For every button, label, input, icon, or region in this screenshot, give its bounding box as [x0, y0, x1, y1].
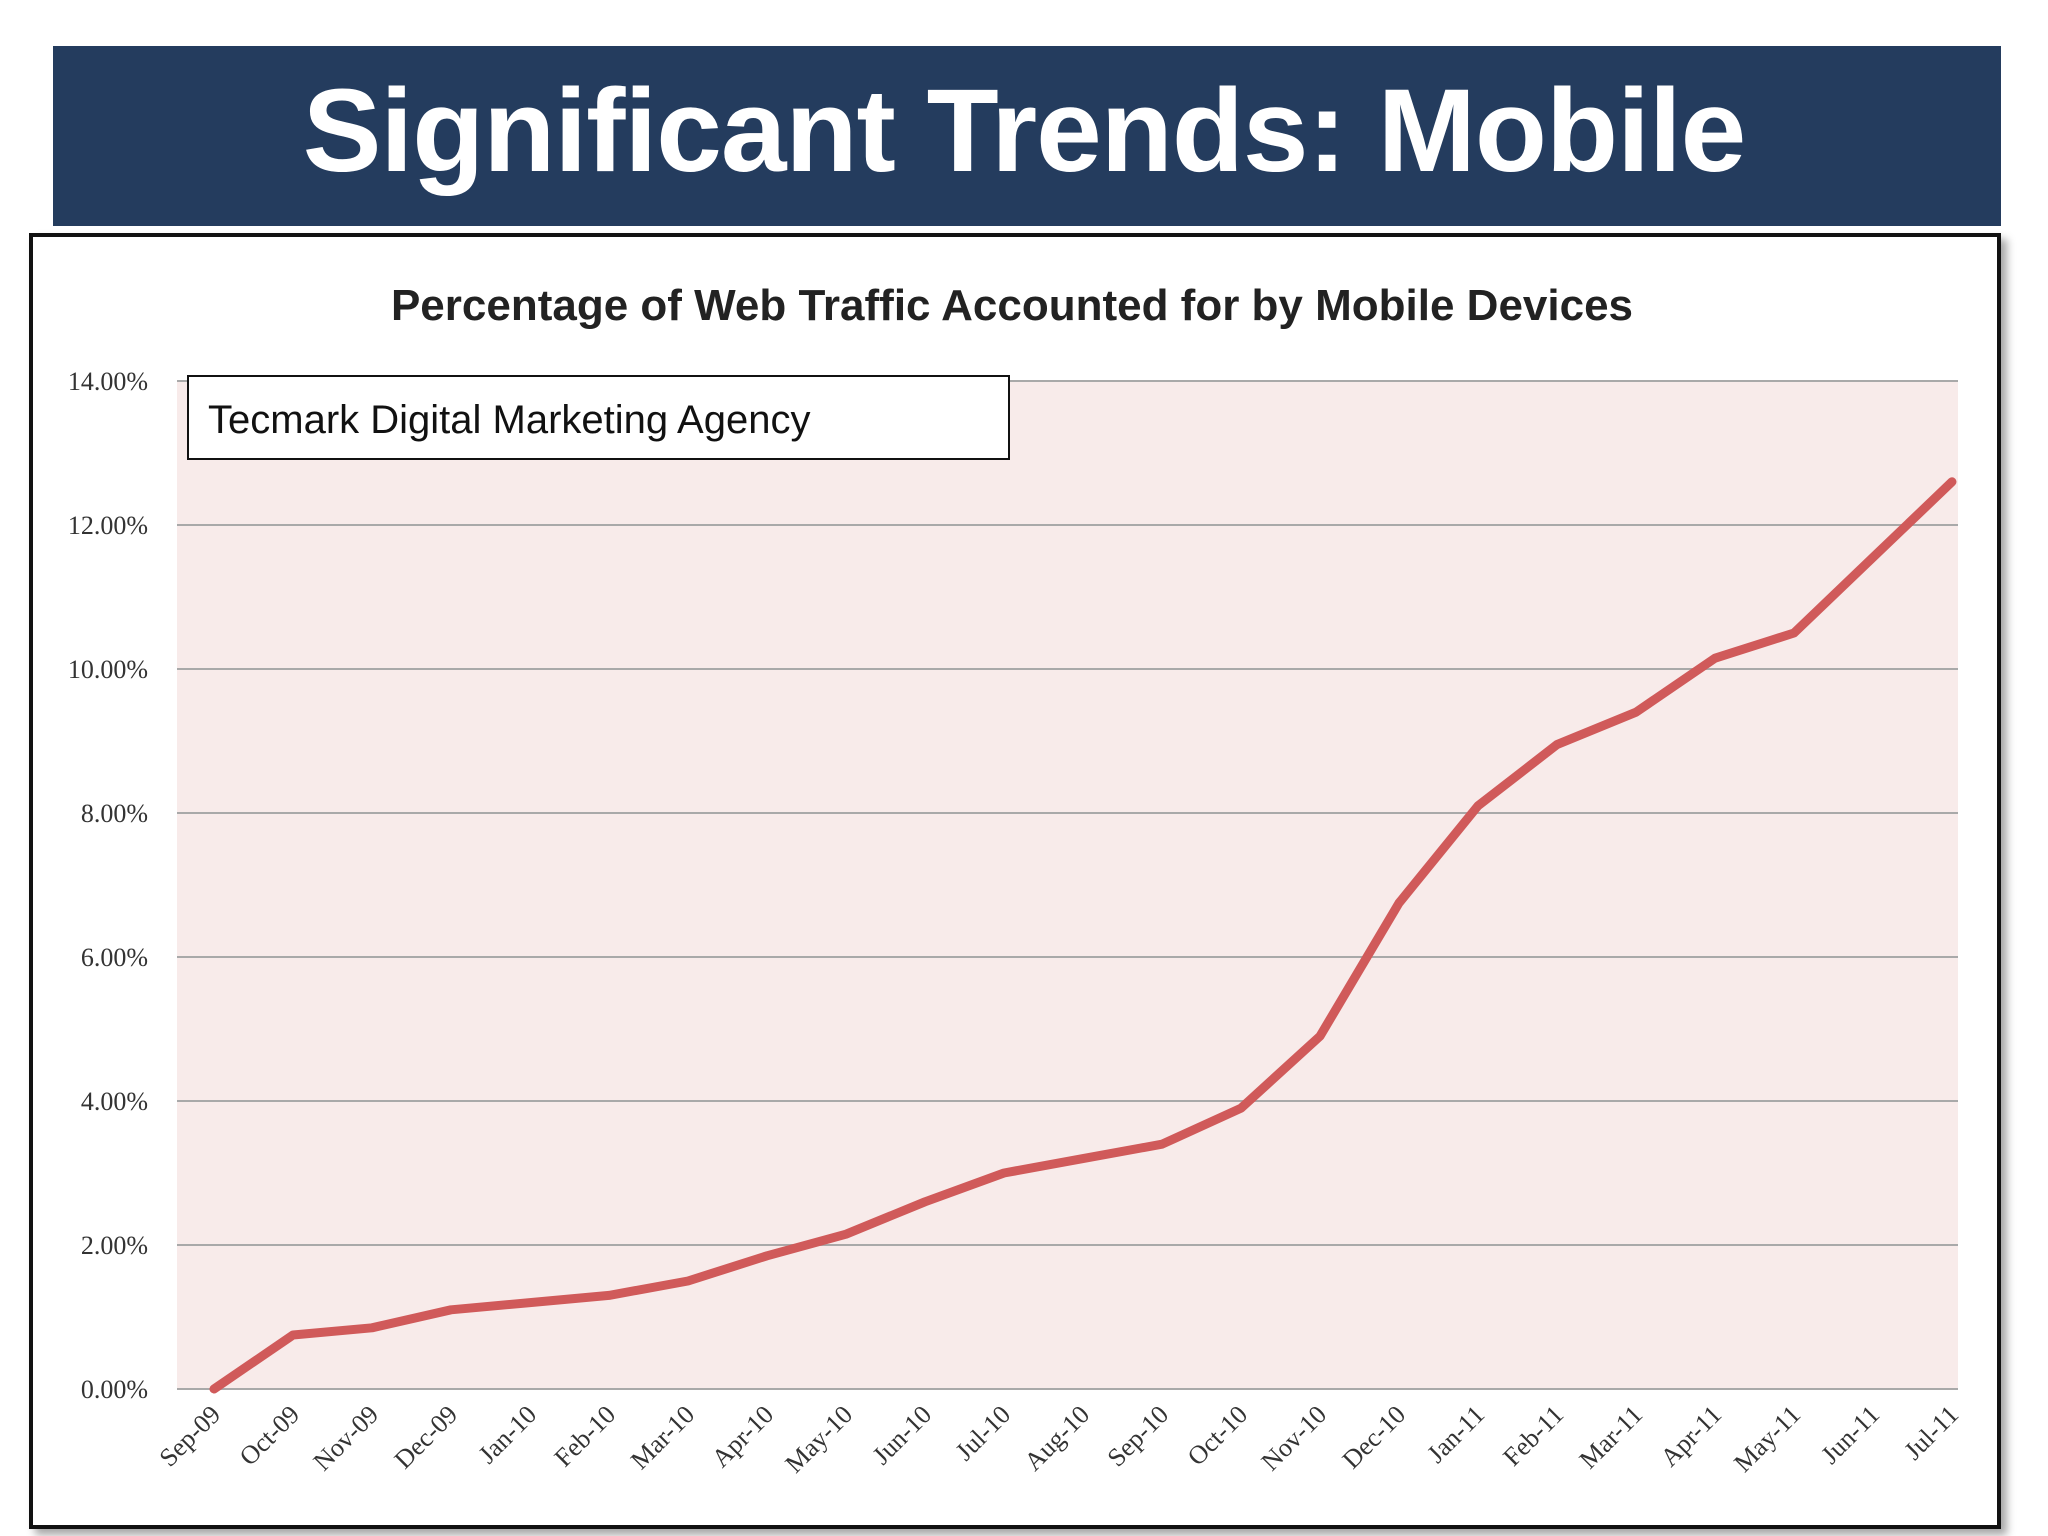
x-tick-label: Jan-10	[473, 1400, 543, 1470]
annotation-box	[187, 375, 1010, 460]
y-tick-label: 8.00%	[81, 799, 148, 828]
x-tick-label: Jul-10	[950, 1400, 1016, 1466]
x-tick-label: Apr-10	[706, 1400, 779, 1473]
x-tick-label: May-11	[1728, 1400, 1806, 1478]
x-tick-label: Oct-10	[1182, 1400, 1254, 1472]
y-tick-label: 0.00%	[81, 1375, 148, 1404]
y-axis-ticks: 0.00% 2.00% 4.00% 6.00% 8.00% 10.00% 12.00% 14.…	[68, 367, 148, 1404]
x-tick-label: Jul-11	[1898, 1400, 1964, 1466]
y-tick-label: 2.00%	[81, 1231, 148, 1260]
title-banner	[53, 46, 2001, 226]
y-tick-label: 14.00%	[68, 367, 148, 396]
series-line	[209, 477, 1957, 1394]
y-tick-label: 10.00%	[68, 655, 148, 684]
y-tick-label: 4.00%	[81, 1087, 148, 1116]
chart-title: Percentage of Web Traffic Accounted for …	[391, 281, 1633, 330]
x-tick-label: Apr-11	[1655, 1400, 1728, 1473]
x-tick-label: Sep-09	[154, 1400, 227, 1473]
x-tick-label: Aug-10	[1019, 1400, 1096, 1477]
x-tick-label: Feb-11	[1497, 1400, 1569, 1472]
y-tick-label: 12.00%	[68, 511, 148, 540]
plot-area	[177, 381, 1958, 1389]
x-tick-label: May-10	[780, 1400, 859, 1479]
x-tick-label: Dec-09	[389, 1400, 464, 1475]
y-tick-label: 6.00%	[81, 943, 148, 972]
slide-title: Significant Trends: Mobile	[302, 65, 1747, 197]
x-tick-label: Oct-09	[234, 1400, 306, 1472]
x-tick-label: Dec-10	[1337, 1400, 1412, 1475]
x-tick-label: Mar-10	[625, 1400, 700, 1475]
x-tick-label: Jan-11	[1421, 1400, 1490, 1469]
x-tick-label: Jun-10	[867, 1400, 938, 1471]
annotation-text: Tecmark Digital Marketing Agency	[208, 398, 810, 442]
x-tick-label: Feb-10	[549, 1400, 622, 1473]
x-tick-label: Nov-09	[308, 1400, 385, 1477]
x-axis-ticks: Sep-09 Oct-09 Nov-09 Dec-09 Jan-10 Feb-10 Mar-…	[154, 1400, 1965, 1479]
x-tick-label: Jun-11	[1815, 1400, 1885, 1470]
x-tick-label: Sep-10	[1102, 1400, 1175, 1473]
x-tick-label: Nov-10	[1256, 1400, 1333, 1477]
x-tick-label: Mar-11	[1574, 1400, 1649, 1475]
